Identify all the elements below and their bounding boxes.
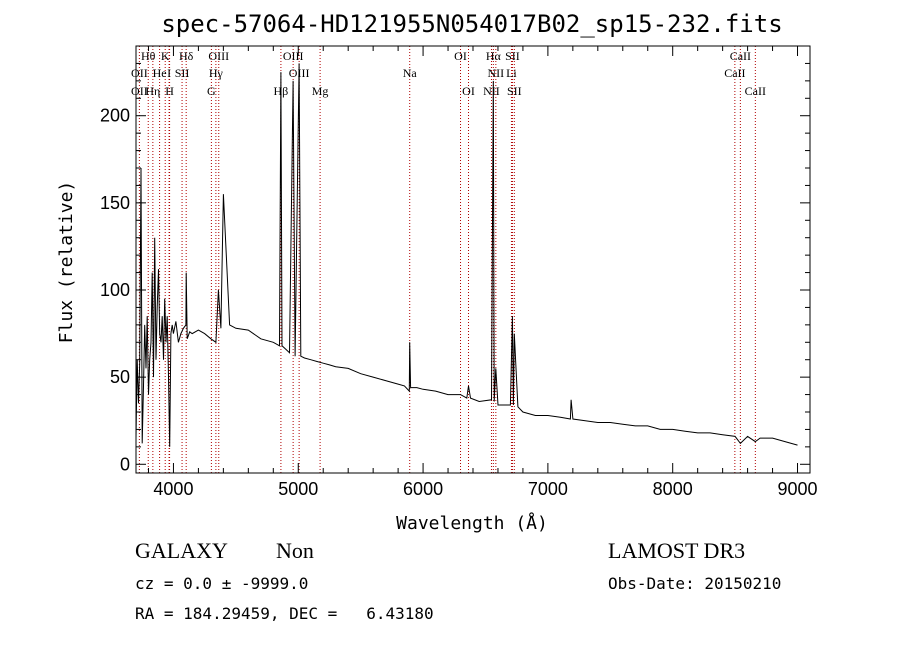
y-tick-label: 200 bbox=[100, 106, 130, 126]
y-axis-label: Flux (relative) bbox=[56, 181, 77, 344]
class-label: GALAXY bbox=[135, 538, 228, 563]
line-label: Li bbox=[506, 66, 517, 80]
spectrum-line bbox=[135, 63, 798, 447]
y-tick-label: 150 bbox=[100, 193, 130, 213]
line-label: K bbox=[161, 49, 170, 63]
line-label: I bbox=[167, 66, 171, 80]
y-tick-label: 100 bbox=[100, 280, 130, 300]
line-label: OIII bbox=[208, 49, 229, 63]
survey-label: LAMOST DR3 bbox=[608, 538, 746, 563]
x-tick-label: 7000 bbox=[528, 479, 568, 499]
line-label: CaII bbox=[724, 66, 745, 80]
y-axis: 0 50 100 150 200 bbox=[100, 62, 810, 474]
x-axis-label: Wavelength (Å) bbox=[396, 512, 548, 534]
line-label: Hθ bbox=[141, 49, 156, 63]
line-label: SII bbox=[175, 66, 190, 80]
line-label: Hη bbox=[145, 84, 160, 98]
plot-frame bbox=[135, 45, 811, 474]
line-label: Hδ bbox=[179, 49, 194, 63]
subclass-label: Non bbox=[276, 538, 314, 563]
line-label: OII bbox=[131, 84, 148, 98]
line-label: CaII bbox=[745, 84, 766, 98]
line-label: OI bbox=[454, 49, 467, 63]
x-tick-label: 4000 bbox=[153, 479, 193, 499]
line-label: Hα bbox=[486, 49, 502, 63]
line-label: Mg bbox=[312, 84, 329, 98]
line-label: SII bbox=[507, 84, 522, 98]
line-label: NII bbox=[483, 84, 500, 98]
x-axis: 4000 5000 6000 7000 8000 9000 bbox=[147, 46, 818, 499]
line-label: H bbox=[165, 84, 174, 98]
line-label: OI bbox=[462, 84, 475, 98]
line-label: Hγ bbox=[209, 66, 224, 80]
chart-title: spec-57064-HD121955N054017B02_sp15-232.f… bbox=[161, 10, 782, 38]
x-tick-label: 9000 bbox=[777, 479, 817, 499]
line-markers bbox=[138, 46, 756, 473]
line-label: SII bbox=[505, 49, 520, 63]
line-label: OII bbox=[131, 66, 148, 80]
line-label: CaII bbox=[730, 49, 751, 63]
line-label: Na bbox=[403, 66, 418, 80]
line-label: He bbox=[153, 66, 167, 80]
y-tick-label: 0 bbox=[120, 454, 130, 474]
x-tick-label: 6000 bbox=[403, 479, 443, 499]
cz-text: cz = 0.0 ± -9999.0 bbox=[135, 574, 309, 593]
obs-date: Obs-Date: 20150210 bbox=[608, 574, 782, 593]
x-tick-label: 5000 bbox=[278, 479, 318, 499]
x-tick-label: 8000 bbox=[653, 479, 693, 499]
line-label: G bbox=[207, 84, 216, 98]
ra-dec-text: RA = 184.29459, DEC = 6.43180 bbox=[135, 604, 434, 623]
y-tick-label: 50 bbox=[110, 367, 130, 387]
line-label: NII bbox=[488, 66, 505, 80]
line-label: OIII bbox=[283, 49, 304, 63]
